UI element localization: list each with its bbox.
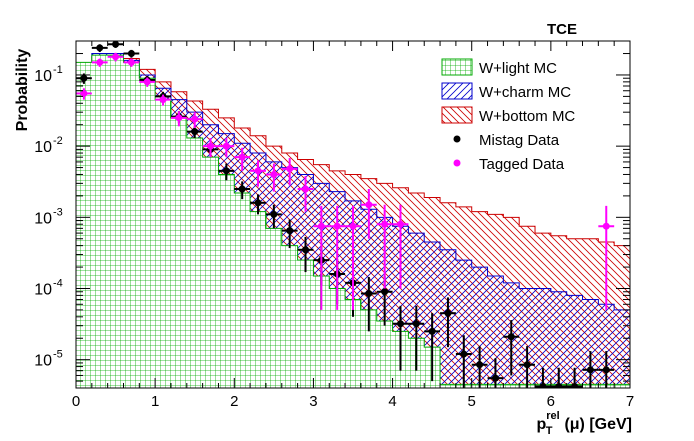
legend-label: W+bottom MC xyxy=(479,108,575,125)
data-point xyxy=(302,246,310,254)
data-point xyxy=(270,170,278,178)
data-point xyxy=(539,382,547,388)
y-tick-label: 10 xyxy=(34,68,52,85)
data-point xyxy=(381,288,389,296)
data-point xyxy=(207,142,215,150)
x-tick-label: 1 xyxy=(151,393,159,410)
data-point xyxy=(112,53,120,61)
legend-swatch xyxy=(441,106,473,124)
data-point xyxy=(523,361,531,369)
data-point xyxy=(96,44,104,52)
data-point xyxy=(444,309,452,317)
axes-layer: 0 1 2 3 4 5 6 710-510-410-310-210-1 xyxy=(34,41,634,410)
data-point xyxy=(428,327,436,335)
legend-item: W+charm MC xyxy=(441,82,571,101)
data-point xyxy=(143,78,151,86)
data-point xyxy=(127,50,135,58)
data-point xyxy=(365,201,373,209)
plot-frame xyxy=(75,40,631,389)
data-point xyxy=(286,165,294,173)
legend-item: Mistag Data xyxy=(453,132,560,149)
series-tagged-data xyxy=(76,52,615,310)
data-point xyxy=(460,350,468,358)
legend-label: Mistag Data xyxy=(479,132,560,149)
data-point xyxy=(238,153,246,161)
legend-label: Tagged Data xyxy=(479,156,565,173)
y-tick-label: 10 xyxy=(34,139,52,156)
histogram-outline-w-charm-mc xyxy=(76,53,630,388)
data-point xyxy=(80,74,88,82)
data-point xyxy=(159,96,167,104)
x-tick-label: 3 xyxy=(309,393,317,410)
y-tick-exponent: -2 xyxy=(53,135,63,147)
data-point xyxy=(349,222,357,230)
data-point xyxy=(412,320,420,328)
chart-title: TCE xyxy=(547,21,577,38)
data-point xyxy=(96,58,104,66)
y-tick-exponent: -5 xyxy=(53,349,63,361)
legend-item: W+bottom MC xyxy=(441,106,575,125)
y-tick-label: 10 xyxy=(34,281,52,298)
data-point xyxy=(602,222,610,230)
data-point xyxy=(317,222,325,230)
legend-item: W+light MC xyxy=(441,58,557,77)
x-axis-label-rest: (μ) [GeV] xyxy=(564,416,632,433)
x-tick-label: 4 xyxy=(388,393,396,410)
y-tick-exponent: -4 xyxy=(53,277,63,289)
data-point xyxy=(191,128,199,136)
x-axis-label-sup: rel xyxy=(546,410,559,422)
x-tick-label: 7 xyxy=(626,393,634,410)
y-axis-label: Probability xyxy=(14,49,31,132)
histogram-fill-w-light-mc xyxy=(76,55,630,388)
legend-swatch xyxy=(441,82,473,100)
data-point xyxy=(222,142,230,150)
data-point xyxy=(286,227,294,235)
x-axis-label: prel T (μ) [GeV] xyxy=(536,410,632,436)
x-tick-label: 0 xyxy=(72,393,80,410)
data-point xyxy=(602,366,610,374)
histogram-outline-w-bottom-mc xyxy=(76,56,630,388)
y-tick-label: 10 xyxy=(34,353,52,370)
data-point xyxy=(396,320,404,328)
data-point xyxy=(302,185,310,193)
data-point xyxy=(270,210,278,218)
legend-label: W+light MC xyxy=(479,60,557,77)
data-point xyxy=(254,199,262,207)
data-point xyxy=(396,220,404,228)
legend: W+light MC W+charm MC W+bottom MC Mistag Da… xyxy=(441,58,575,173)
x-axis-label-sub: T xyxy=(546,425,553,436)
data-point xyxy=(333,222,341,230)
legend-marker xyxy=(453,135,461,143)
data-point xyxy=(507,333,515,341)
data-point xyxy=(365,290,373,298)
legend-swatch xyxy=(441,58,473,76)
y-tick-exponent: -3 xyxy=(53,206,63,218)
data-point xyxy=(571,382,579,388)
data-point xyxy=(112,41,120,48)
data-point xyxy=(191,115,199,123)
x-tick-label: 2 xyxy=(230,393,238,410)
data-point xyxy=(238,185,246,193)
data-point xyxy=(222,167,230,175)
data-point xyxy=(476,361,484,369)
data-points-layer xyxy=(76,41,615,388)
x-axis-label-main: p xyxy=(536,416,546,433)
legend-label: W+charm MC xyxy=(479,84,571,101)
data-point xyxy=(80,89,88,97)
data-point xyxy=(586,366,594,374)
y-tick-exponent: -1 xyxy=(53,64,63,76)
legend-marker xyxy=(453,159,461,167)
legend-item: Tagged Data xyxy=(453,156,565,173)
data-point xyxy=(491,374,499,382)
x-tick-label: 5 xyxy=(468,393,476,410)
y-tick-label: 10 xyxy=(34,210,52,227)
data-point xyxy=(381,220,389,228)
x-tick-label: 6 xyxy=(547,393,555,410)
data-point xyxy=(127,58,135,66)
data-point xyxy=(175,114,183,122)
data-point xyxy=(254,167,262,175)
data-point xyxy=(555,382,563,388)
